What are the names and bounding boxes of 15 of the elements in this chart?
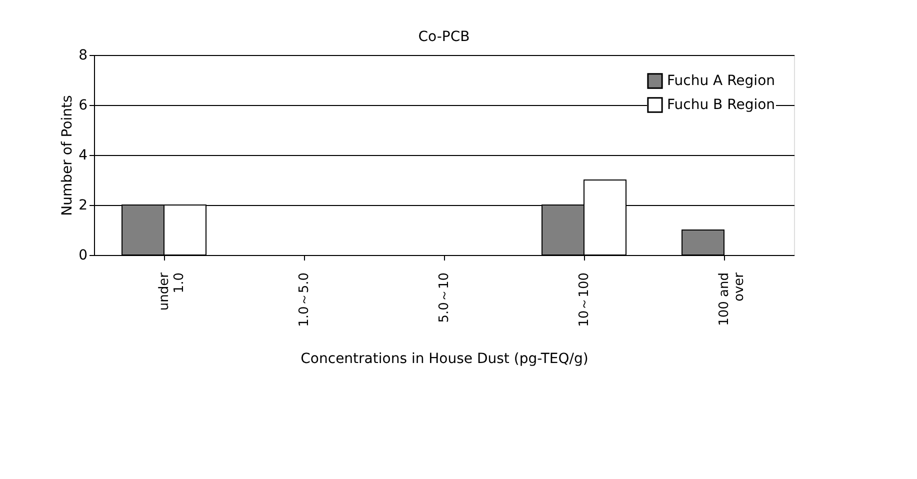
legend-label: Fuchu A Region	[667, 73, 776, 89]
x-tick-label: 5.0～10	[437, 272, 452, 323]
chart-title: Co-PCB	[418, 29, 470, 45]
x-tick-label: 1.0～5.0	[297, 272, 312, 327]
y-axis-title: Number of Points	[60, 95, 76, 216]
x-tick-label: 100 and over	[717, 272, 747, 326]
y-tick-label: 4	[78, 148, 88, 164]
x-tick-label: under 1.0	[157, 272, 187, 311]
y-tick-label: 0	[78, 248, 88, 264]
y-tick-label: 2	[78, 198, 88, 214]
x-tick-label: 10～100	[577, 272, 592, 327]
y-tick-label: 8	[78, 48, 88, 64]
legend-label: Fuchu B Region	[667, 97, 776, 113]
y-tick-label: 6	[78, 98, 88, 114]
x-axis-title: Concentrations in House Dust (pg-TEQ/g)	[300, 350, 588, 367]
